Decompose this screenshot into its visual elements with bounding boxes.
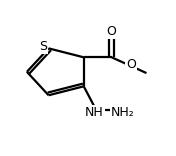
Text: O: O bbox=[107, 25, 117, 38]
Text: S: S bbox=[39, 40, 47, 53]
Text: NH: NH bbox=[85, 106, 104, 119]
Text: O: O bbox=[126, 58, 136, 71]
Text: NH₂: NH₂ bbox=[111, 106, 135, 119]
